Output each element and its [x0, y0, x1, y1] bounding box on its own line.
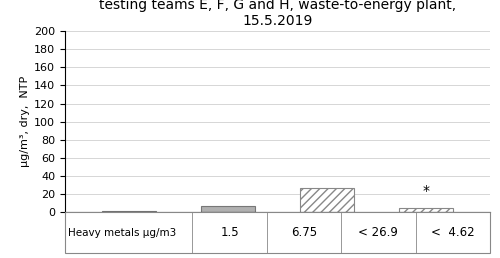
Text: *: *: [422, 184, 430, 198]
Text: < 26.9: < 26.9: [358, 226, 399, 239]
Title: Sum of (As+Co+Cr+Cu+Mn+Ni+Pb+Sb+V), measured by stack
testing teams E, F, G and : Sum of (As+Co+Cr+Cu+Mn+Ni+Pb+Sb+V), meas…: [54, 0, 500, 28]
Text: 6.75: 6.75: [291, 226, 317, 239]
Bar: [102, 211, 156, 213]
Bar: [201, 206, 256, 213]
Text: Heavy metals μg/m3: Heavy metals μg/m3: [68, 228, 176, 238]
Text: <  4.62: < 4.62: [431, 226, 474, 239]
Text: 1.5: 1.5: [220, 226, 239, 239]
Y-axis label: μg/m³, dry,  NTP: μg/m³, dry, NTP: [20, 76, 30, 167]
Bar: [398, 208, 453, 213]
Bar: [300, 188, 354, 213]
